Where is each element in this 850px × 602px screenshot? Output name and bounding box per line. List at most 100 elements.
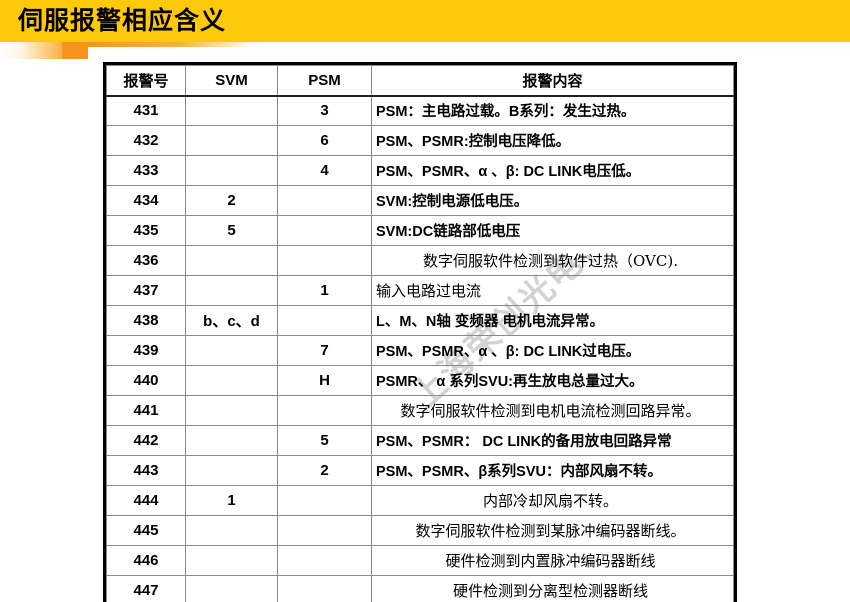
table-row: 441 数字伺服软件检测到电机电流检测回路异常。 <box>106 395 734 426</box>
cell-svm <box>185 425 278 456</box>
page-title: 伺服报警相应含义 <box>18 6 227 35</box>
cell-alarm-content: 数字伺服软件检测到电机电流检测回路异常。 <box>371 395 734 426</box>
cell-alarm-no: 439 <box>106 335 186 366</box>
header-accent-gradient <box>0 42 62 59</box>
cell-svm <box>185 455 278 486</box>
cell-psm: 1 <box>277 275 372 306</box>
cell-alarm-no: 434 <box>106 185 186 216</box>
header-band <box>0 0 850 42</box>
cell-alarm-content: PSM、PSMR： DC LINK的备用放电回路异常 <box>371 425 734 456</box>
cell-alarm-no: 435 <box>106 215 186 246</box>
header-accent-square <box>62 42 88 59</box>
cell-alarm-no: 438 <box>106 305 186 336</box>
table-row: 446 硬件检测到内置脉冲编码器断线 <box>106 545 734 576</box>
cell-psm <box>277 305 372 336</box>
cell-alarm-no: 447 <box>106 575 186 602</box>
cell-alarm-no: 446 <box>106 545 186 576</box>
cell-alarm-content: PSM、PSMR、β系列SVU：内部风扇不转。 <box>371 455 734 486</box>
cell-psm: 4 <box>277 155 372 186</box>
cell-svm <box>185 155 278 186</box>
cell-svm <box>185 275 278 306</box>
table-header-row: 报警号 SVM PSM 报警内容 <box>106 65 734 97</box>
cell-psm <box>277 545 372 576</box>
cell-svm: 1 <box>185 485 278 516</box>
cell-psm: 5 <box>277 425 372 456</box>
cell-svm <box>185 125 278 156</box>
cell-alarm-content: SVM:控制电源低电压。 <box>371 185 734 216</box>
cell-alarm-no: 436 <box>106 245 186 276</box>
table-row: 431 3 PSM：主电路过载。B系列：发生过热。 <box>106 95 734 126</box>
table-row: 442 5 PSM、PSMR： DC LINK的备用放电回路异常 <box>106 425 734 456</box>
cell-alarm-content: PSM：主电路过载。B系列：发生过热。 <box>371 95 734 126</box>
cell-svm <box>185 365 278 396</box>
cell-alarm-content: 内部冷却风扇不转。 <box>371 485 734 516</box>
cell-alarm-content: 硬件检测到内置脉冲编码器断线 <box>371 545 734 576</box>
cell-psm: 7 <box>277 335 372 366</box>
cell-alarm-no: 437 <box>106 275 186 306</box>
cell-svm <box>185 575 278 602</box>
column-header-psm: PSM <box>277 65 372 97</box>
table-row: 439 7 PSM、PSMR、α 、β: DC LINK过电压。 <box>106 335 734 366</box>
cell-psm: 6 <box>277 125 372 156</box>
table-row: 435 5 SVM:DC链路部低电压 <box>106 215 734 246</box>
header-accent-line <box>88 42 850 47</box>
cell-alarm-no: 441 <box>106 395 186 426</box>
cell-alarm-no: 432 <box>106 125 186 156</box>
cell-alarm-content: 硬件检测到分离型检测器断线 <box>371 575 734 602</box>
cell-svm <box>185 545 278 576</box>
cell-psm: 2 <box>277 455 372 486</box>
cell-svm: 2 <box>185 185 278 216</box>
table-row: 447 硬件检测到分离型检测器断线 <box>106 575 734 602</box>
table-body: 431 3 PSM：主电路过载。B系列：发生过热。 432 6 PSM、PSMR:控制电压… <box>106 95 734 602</box>
cell-alarm-content: L、M、N轴 变频器 电机电流异常。 <box>371 305 734 336</box>
cell-alarm-no: 433 <box>106 155 186 186</box>
cell-svm: b、c、d <box>185 305 278 336</box>
alarm-table: 报警号 SVM PSM 报警内容 431 3 PSM：主电路过载。B系列：发生过热。… <box>106 65 734 602</box>
cell-psm <box>277 245 372 276</box>
cell-alarm-content: PSM、PSMR:控制电压降低。 <box>371 125 734 156</box>
table-row: 444 1 内部冷却风扇不转。 <box>106 485 734 516</box>
cell-alarm-no: 443 <box>106 455 186 486</box>
alarm-table-container: 报警号 SVM PSM 报警内容 431 3 PSM：主电路过载。B系列：发生过热。… <box>103 62 737 602</box>
cell-svm <box>185 245 278 276</box>
cell-svm <box>185 335 278 366</box>
cell-psm <box>277 485 372 516</box>
cell-alarm-content: 数字伺服软件检测到软件过热（OVC). <box>371 245 734 276</box>
cell-psm: H <box>277 365 372 396</box>
table-row: 440 H PSMR、 α 系列SVU:再生放电总量过大。 <box>106 365 734 396</box>
table-header: 报警号 SVM PSM 报警内容 <box>106 65 734 97</box>
cell-psm <box>277 395 372 426</box>
column-header-alarm-no: 报警号 <box>106 65 186 97</box>
cell-psm <box>277 185 372 216</box>
cell-alarm-content: PSMR、 α 系列SVU:再生放电总量过大。 <box>371 365 734 396</box>
table-row: 436 数字伺服软件检测到软件过热（OVC). <box>106 245 734 276</box>
cell-alarm-content: PSM、PSMR、α 、β: DC LINK电压低。 <box>371 155 734 186</box>
cell-svm <box>185 515 278 546</box>
table-row: 443 2 PSM、PSMR、β系列SVU：内部风扇不转。 <box>106 455 734 486</box>
table-row: 438 b、c、d L、M、N轴 变频器 电机电流异常。 <box>106 305 734 336</box>
cell-svm <box>185 395 278 426</box>
cell-psm: 3 <box>277 95 372 126</box>
cell-alarm-content: PSM、PSMR、α 、β: DC LINK过电压。 <box>371 335 734 366</box>
column-header-svm: SVM <box>185 65 278 97</box>
table-row: 432 6 PSM、PSMR:控制电压降低。 <box>106 125 734 156</box>
cell-alarm-no: 440 <box>106 365 186 396</box>
table-row: 445 数字伺服软件检测到某脉冲编码器断线。 <box>106 515 734 546</box>
cell-psm <box>277 575 372 602</box>
cell-svm: 5 <box>185 215 278 246</box>
cell-alarm-content: 输入电路过电流 <box>371 275 734 306</box>
cell-alarm-no: 445 <box>106 515 186 546</box>
cell-alarm-content: 数字伺服软件检测到某脉冲编码器断线。 <box>371 515 734 546</box>
cell-psm <box>277 215 372 246</box>
cell-alarm-content: SVM:DC链路部低电压 <box>371 215 734 246</box>
cell-alarm-no: 444 <box>106 485 186 516</box>
cell-svm <box>185 95 278 126</box>
table-row: 437 1 输入电路过电流 <box>106 275 734 306</box>
cell-alarm-no: 431 <box>106 95 186 126</box>
table-row: 434 2 SVM:控制电源低电压。 <box>106 185 734 216</box>
cell-psm <box>277 515 372 546</box>
column-header-alarm-content: 报警内容 <box>371 65 734 97</box>
table-row: 433 4 PSM、PSMR、α 、β: DC LINK电压低。 <box>106 155 734 186</box>
cell-alarm-no: 442 <box>106 425 186 456</box>
